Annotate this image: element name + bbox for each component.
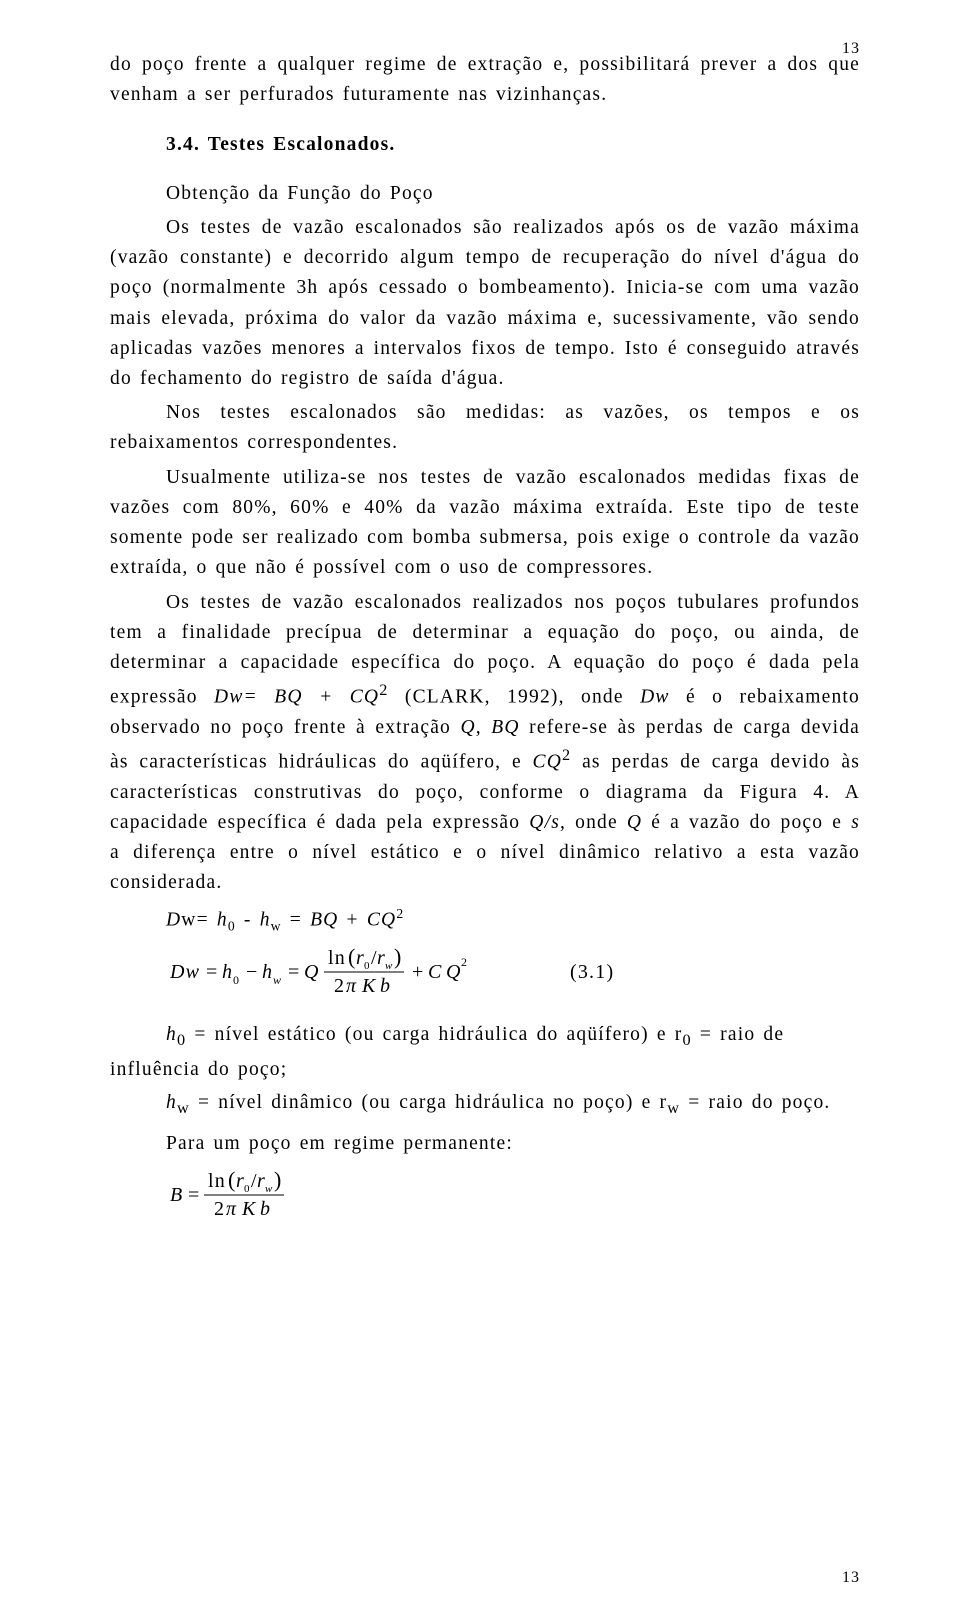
def-r0-sub: 0: [683, 1031, 692, 1049]
svg2-b: b: [260, 1198, 271, 1220]
def-h0-cont: influência do poço;: [110, 1055, 860, 1085]
svg2-B: B: [170, 1184, 183, 1206]
p4-eq1-sup: 2: [379, 681, 388, 699]
p4-CQ: CQ: [533, 752, 563, 773]
def-hw-tail: = raio do poço.: [680, 1092, 830, 1113]
def-final: Para um poço em regime permanente:: [110, 1129, 860, 1159]
paragraph-intro: do poço frente a qualquer regime de extr…: [110, 50, 860, 110]
svg1-r0sub: 0: [364, 960, 371, 972]
svg1-two: 2: [334, 975, 345, 997]
svg1-eq2: =: [288, 961, 300, 983]
svg1-h0: h: [222, 961, 233, 983]
def-hw-sub: w: [177, 1098, 190, 1116]
eq-BQ: BQ: [310, 909, 338, 930]
eq-hw: h: [260, 909, 271, 930]
svg2-rparen: ): [274, 1167, 283, 1192]
p4-QBQ: Q, BQ: [460, 717, 519, 738]
p4-text-m: é a vazão do poço e: [642, 812, 851, 833]
page-number-footer: 13: [842, 1569, 860, 1587]
svg1-Dw: Dw: [170, 961, 200, 983]
p4-Q: Q: [627, 812, 642, 833]
svg2-pi: π: [226, 1198, 237, 1220]
svg1-pi: π: [346, 975, 357, 997]
svg1-Q: Q: [304, 961, 320, 983]
section-subheading: Obtenção da Função do Poço: [110, 179, 860, 209]
svg2-r0sub: 0: [244, 1183, 251, 1195]
paragraph-1: Os testes de vazão escalonados são reali…: [110, 213, 860, 394]
eq-hw-sub: w: [271, 918, 282, 933]
section-heading: 3.4. Testes Escalonados.: [110, 130, 860, 160]
p4-CQ-sup: 2: [562, 746, 571, 764]
paragraph-3: Usualmente utiliza-se nos testes de vazã…: [110, 463, 860, 584]
svg1-eq1: =: [206, 961, 218, 983]
svg2-K: K: [241, 1198, 257, 1220]
p4-text-k: , onde: [560, 812, 627, 833]
p4-Dw: Dw: [640, 687, 670, 708]
svg1-plus: +: [412, 961, 424, 983]
eq-CQ-sup: 2: [396, 906, 404, 921]
def-h0-tail: = raio de: [692, 1024, 784, 1045]
svg2-rwsub: w: [265, 1183, 274, 1195]
svg1-b: b: [380, 975, 391, 997]
paragraph-4: Os testes de vazão escalonados realizado…: [110, 588, 860, 899]
def-h0-sub: 0: [177, 1031, 186, 1049]
def-hw-sym: h: [166, 1092, 177, 1113]
eq-minus: -: [236, 909, 260, 930]
svg1-ln: ln: [328, 947, 346, 969]
def-h0-sym: h: [166, 1024, 177, 1045]
svg1-hwsub: w: [273, 973, 282, 987]
eq-h0-sub: 0: [228, 918, 236, 933]
p4-eq1: Dw= BQ + CQ: [214, 687, 379, 708]
svg1-label: (3.1): [570, 961, 614, 983]
definitions-block: h0 = nível estático (ou carga hidráulica…: [110, 1020, 860, 1159]
svg1-sup2: 2: [461, 955, 468, 969]
eq-w: w=: [181, 909, 217, 930]
p4-text-o: a diferença entre o nível estático e o n…: [110, 842, 860, 893]
svg1-h0sub: 0: [233, 973, 240, 987]
eq-CQ: CQ: [367, 909, 397, 930]
eq-h0: h: [217, 909, 228, 930]
def-hw-txt: = nível dinâmico (ou carga hidráulica no…: [190, 1092, 667, 1113]
def-rw-sub: w: [667, 1098, 680, 1116]
svg1-K: K: [361, 975, 377, 997]
svg1-hw: h: [262, 961, 273, 983]
def-h0-txt: = nível estático (ou carga hidráulica do…: [186, 1024, 682, 1045]
page-number-header: 13: [842, 40, 860, 58]
svg1-rparen: ): [394, 944, 403, 969]
equation-top-line: Dw= h0 - hw = BQ + CQ2: [110, 903, 860, 937]
svg1-rwsub: w: [385, 960, 394, 972]
eq-plus: +: [338, 909, 366, 930]
svg1-Q2: Q: [446, 961, 462, 983]
svg1-minus: −: [246, 961, 258, 983]
paragraph-2: Nos testes escalonados são medidas: as v…: [110, 398, 860, 458]
document-page: 13 do poço frente a qualquer regime de e…: [0, 0, 960, 1623]
p4-text-c: (CLARK, 1992), onde: [389, 687, 641, 708]
svg2-two: 2: [214, 1198, 225, 1220]
equation-3-1: Dw = h 0 − h w = Q ln ( r 0 / r w ) 2: [170, 942, 690, 1002]
eq-eq: =: [282, 909, 310, 930]
svg2-ln: ln: [208, 1170, 226, 1192]
svg2-eq: =: [188, 1184, 200, 1206]
body-text: do poço frente a qualquer regime de extr…: [110, 50, 860, 1225]
svg1-C: C: [428, 961, 443, 983]
def-h0: h0 = nível estático (ou carga hidráulica…: [110, 1020, 860, 1053]
equation-B: B = ln ( r 0 / r w ) 2 π K b: [170, 1165, 390, 1225]
p4-s: s: [851, 812, 860, 833]
def-hw: hw = nível dinâmico (ou carga hidráulica…: [110, 1088, 860, 1121]
p4-Qs: Q/s: [529, 812, 560, 833]
eq-D: D: [166, 909, 181, 930]
